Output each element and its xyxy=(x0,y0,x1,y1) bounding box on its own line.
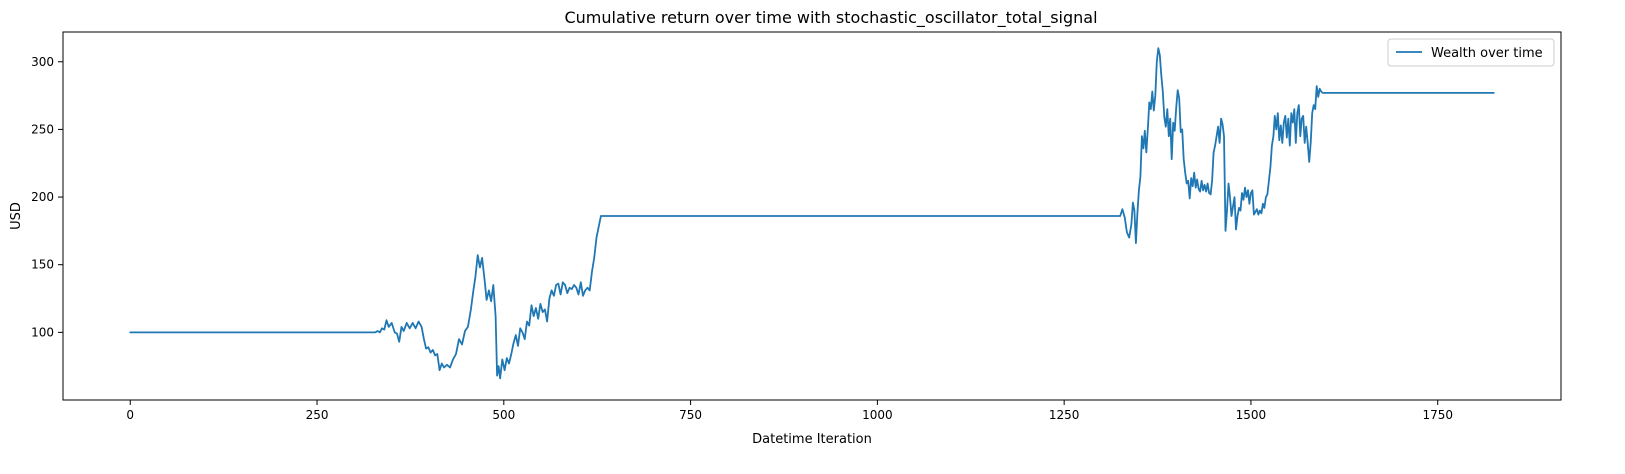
y-tick-label: 300 xyxy=(31,55,54,69)
y-tick-label: 150 xyxy=(31,258,54,272)
chart-title: Cumulative return over time with stochas… xyxy=(564,8,1097,28)
x-tick-label: 750 xyxy=(679,408,702,422)
x-tick-label: 1000 xyxy=(862,408,893,422)
x-axis: 0 250 500 750 1000 1250 1500 1750 xyxy=(126,400,1453,422)
x-axis-label: Datetime Iteration xyxy=(752,432,872,447)
y-tick-label: 100 xyxy=(31,325,54,339)
legend: Wealth over time xyxy=(1387,38,1555,67)
x-tick-label: 250 xyxy=(306,408,329,422)
x-tick-label: 0 xyxy=(126,408,134,422)
series-line-wealth-over-time xyxy=(129,47,1495,380)
y-tick-label: 250 xyxy=(31,122,54,136)
x-tick-label: 1750 xyxy=(1422,408,1453,422)
y-axis-label: USD xyxy=(9,202,24,230)
x-tick-label: 1250 xyxy=(1049,408,1080,422)
plot-area xyxy=(62,31,1562,401)
x-tick-label: 500 xyxy=(492,408,515,422)
plot-frame xyxy=(62,31,1562,401)
legend-entry: Wealth over time xyxy=(1431,46,1543,61)
y-tick-label: 200 xyxy=(31,190,54,204)
x-tick-label: 1500 xyxy=(1236,408,1267,422)
legend-box xyxy=(1387,38,1555,67)
y-axis: 100 150 200 250 300 xyxy=(31,55,63,339)
